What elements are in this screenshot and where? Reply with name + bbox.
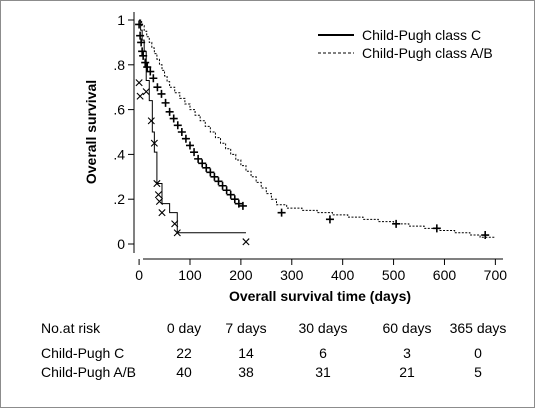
y-axis-label: Overall survival (83, 80, 99, 184)
censor-mark-class-ab (218, 181, 227, 190)
x-tick-label: 100 (178, 267, 202, 283)
risk-cell: 21 (399, 364, 415, 380)
censor-mark-class-ab (214, 177, 223, 186)
censor-mark-class-ab (210, 172, 219, 181)
censor-mark-class-c (242, 238, 250, 246)
censor-mark-class-ab (141, 58, 150, 67)
censor-mark-class-c (154, 191, 163, 199)
risk-cell: 22 (176, 345, 192, 361)
risk-col-0: 0 day (166, 320, 202, 336)
series-layer (135, 19, 496, 246)
censor-mark-class-ab (139, 51, 148, 60)
censor-mark-class-c (173, 229, 181, 237)
x-tick-label: 300 (280, 267, 304, 283)
risk-col-2: 30 days (298, 320, 348, 336)
censor-mark-class-ab (325, 215, 334, 224)
risk-table-title: No.at risk (41, 320, 101, 336)
censor-mark-class-c (155, 197, 164, 206)
censor-mark-class-ab (185, 141, 194, 150)
survival-curve-class-ab (139, 19, 496, 238)
censor-mark-class-c (158, 209, 166, 217)
censor-mark-class-c (150, 139, 158, 147)
x-axis-label: Overall survival time (days) (229, 288, 411, 304)
legend: Child-Pugh class C Child-Pugh class A/B (318, 27, 493, 61)
risk-cell: 5 (474, 364, 482, 380)
x-tick-label: 600 (433, 267, 457, 283)
censor-mark-class-ab (153, 83, 162, 92)
survival-plot: 0 .2 .4 .6 .8 1 0 100 200 300 400 500 600 700 Overal… (83, 12, 507, 304)
censor-mark-class-c (135, 79, 143, 87)
censor-mark-class-ab (181, 134, 190, 143)
censor-mark-class-ab (135, 20, 144, 29)
legend-label-class-c: Child-Pugh class C (362, 27, 481, 43)
censor-mark-class-c (142, 88, 150, 96)
censor-mark-class-ab (481, 231, 490, 240)
censor-mark-class-ab (198, 159, 207, 168)
censor-mark-class-ab (392, 219, 401, 228)
censor-mark-class-ab (165, 107, 174, 116)
censor-mark-class-ab (194, 154, 203, 163)
censor-mark-class-ab (234, 199, 243, 208)
censor-mark-class-c (171, 220, 179, 228)
y-tick-label: .6 (113, 102, 125, 118)
censor-mark-class-ab (149, 74, 158, 83)
risk-cell: 6 (319, 345, 327, 361)
censor-mark-class-ab (138, 47, 147, 56)
y-tick-label: 1 (117, 12, 125, 28)
legend-label-class-ab: Child-Pugh class A/B (362, 45, 493, 61)
censor-mark-class-ab (222, 186, 231, 195)
risk-row-label-class-ab: Child-Pugh A/B (41, 364, 136, 380)
censor-mark-class-ab (432, 224, 441, 233)
x-tick-label: 700 (484, 267, 508, 283)
censor-mark-class-ab (137, 38, 146, 47)
censor-mark-class-ab (157, 89, 166, 98)
x-tick-label: 400 (331, 267, 355, 283)
risk-col-3: 60 days (382, 320, 432, 336)
risk-cell: 0 (474, 345, 482, 361)
x-tick-label: 500 (382, 267, 406, 283)
risk-row-label-class-c: Child-Pugh C (41, 345, 125, 361)
x-tick-label: 0 (135, 267, 143, 283)
x-tick-label: 200 (229, 267, 253, 283)
censor-mark-class-ab (177, 128, 186, 136)
y-ticks: 0 .2 .4 .6 .8 1 (113, 12, 134, 252)
risk-cell: 3 (403, 345, 411, 361)
y-tick-label: .4 (113, 146, 125, 162)
risk-cell: 31 (315, 364, 331, 380)
censor-mark-class-ab (169, 114, 178, 123)
censor-mark-class-c (147, 117, 155, 125)
y-tick-label: 0 (117, 236, 125, 252)
censor-mark-class-c (153, 179, 161, 188)
y-tick-label: .2 (113, 191, 125, 207)
censor-mark-class-ab (173, 121, 182, 130)
censor-mark-class-ab (238, 201, 247, 210)
censor-mark-class-ab (277, 208, 286, 217)
censor-mark-class-ab (206, 168, 215, 177)
censor-mark-class-ab (202, 163, 211, 172)
y-tick-label: .8 (113, 57, 125, 73)
censor-mark-class-ab (230, 195, 239, 204)
censor-mark-class-ab (190, 148, 199, 157)
censor-mark-class-ab (143, 63, 152, 72)
risk-col-4: 365 days (449, 320, 507, 336)
censor-mark-class-ab (161, 98, 170, 107)
risk-cell: 40 (176, 364, 192, 380)
censor-mark-class-c (136, 92, 144, 100)
censor-mark-class-ab (146, 67, 155, 76)
survival-curve-class-c (139, 19, 246, 234)
risk-cell: 38 (238, 364, 254, 380)
censor-mark-class-ab (136, 31, 145, 40)
risk-col-1: 7 days (225, 320, 267, 336)
risk-cell: 14 (238, 345, 254, 361)
censor-mark-class-ab (226, 190, 235, 199)
x-ticks: 0 100 200 300 400 500 600 700 (135, 259, 507, 283)
